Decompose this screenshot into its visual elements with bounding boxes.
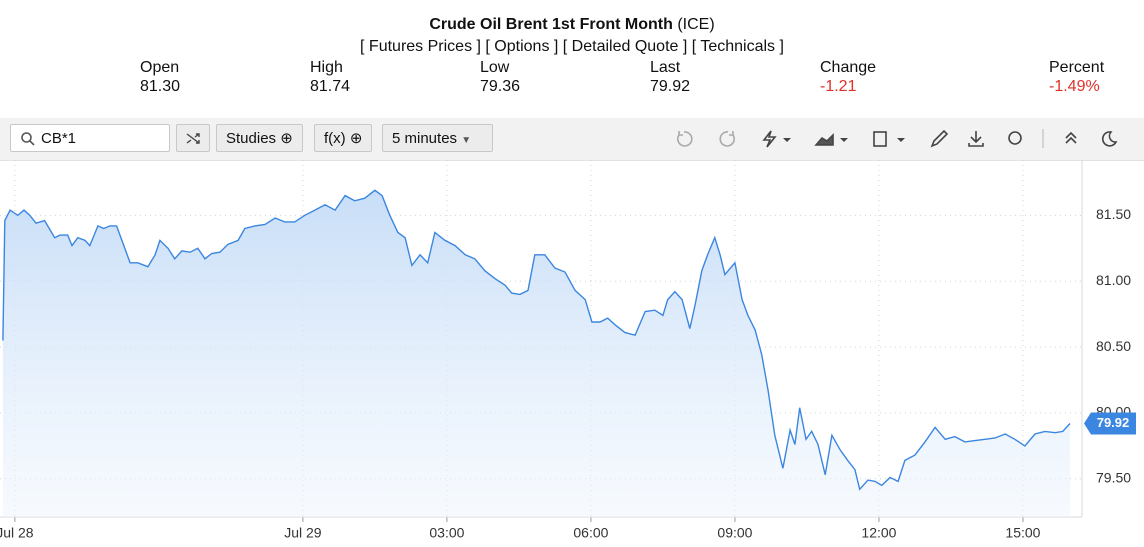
toolbar-icons [676,129,1118,148]
link[interactable]: [ Technicals ] [691,38,784,55]
tag-shape [1084,412,1136,435]
collapse-icon[interactable] [1065,131,1077,144]
area [2,190,1070,518]
link[interactable]: [ Options ] [485,38,559,55]
x-tick-label: Jul 29 [284,525,322,541]
x-tick-label: 12:00 [861,525,896,541]
redo-icon[interactable] [719,131,736,147]
function-button[interactable]: f(x) ⊕ [314,124,373,152]
layout-icon[interactable] [873,131,887,147]
y-tick-label: 81.50 [1096,206,1131,222]
quote-links: [ Futures Prices ] [ Options ] [ Detaile… [0,38,1144,56]
dropdown[interactable] [840,138,848,142]
stat-value: -1.49% [1049,78,1100,95]
stat-label: Percent [1049,59,1105,76]
last-price-label: 79.92 [1097,415,1130,430]
stat-value: 81.74 [310,78,351,95]
x-tick-label: 03:00 [429,525,464,541]
shuffle-button[interactable] [176,124,210,152]
stat-value: 79.92 [650,78,691,95]
stat: High 81.74 [310,58,350,96]
interval-select[interactable]: 5 minutes ▼ [382,124,493,152]
button-label: f(x) [324,130,346,147]
stat: Last 79.92 [650,58,690,96]
download-icon[interactable] [968,131,984,147]
x-tick-label: 15:00 [1005,525,1040,541]
x-tick-label: 09:00 [717,525,752,541]
button-label: Studies [226,130,277,147]
symbol-search[interactable]: CB*1 [10,124,170,152]
stat-value: 79.36 [480,78,521,95]
shuffle-icon [186,133,200,144]
flash-icon[interactable] [762,130,777,148]
x-tick-label: Jul 28 [0,525,34,541]
quote-title: Crude Oil Brent 1st Front Month (ICE) [0,16,1144,34]
x-tick-label: 06:00 [573,525,608,541]
y-tick-label: 80.50 [1096,338,1131,354]
stat-label: Change [820,59,877,76]
draw-icon[interactable] [930,129,949,148]
stat: Low 79.36 [480,58,520,96]
stat-value: -1.21 [820,78,857,95]
symbol: CB*1 [41,130,77,147]
stat: Change -1.21 [820,58,876,96]
button-label: 5 minutes [392,130,458,147]
stat-label: High [310,59,343,76]
stat: Percent -1.49% [1049,58,1104,96]
y-tick-label: 79.50 [1096,470,1131,486]
undo-icon[interactable] [676,131,693,147]
price-line [2,189,1071,491]
dropdown[interactable] [897,138,905,142]
toolbar: CB*1 Studies ⊕ f(x) ⊕ 5 minutes ▼ [0,118,1144,161]
link[interactable]: [ Futures Prices ] [360,38,481,55]
stat-label: Open [140,59,180,76]
stat: Open 81.30 [140,58,180,96]
exchange: (ICE) [677,16,715,33]
dropdown[interactable] [783,138,791,142]
y-tick-label: 81.00 [1096,272,1131,288]
settings-icon[interactable] [1008,131,1022,145]
search-icon [21,132,35,146]
stat-label: Last [650,59,681,76]
studies-button[interactable]: Studies ⊕ [216,124,303,152]
stat-value: 81.30 [140,78,181,95]
stat-label: Low [480,59,510,76]
link[interactable]: [ Detailed Quote ] [562,38,688,55]
chart-type-icon[interactable] [814,133,834,146]
last-price-tag: 79.92 [1084,412,1136,435]
theme-icon[interactable] [1101,131,1118,147]
instrument-name: Crude Oil Brent 1st Front Month [429,16,673,33]
